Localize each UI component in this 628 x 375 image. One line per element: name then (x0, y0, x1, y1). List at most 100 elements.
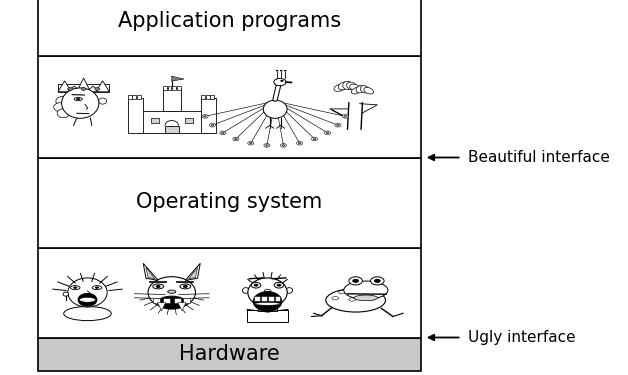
Ellipse shape (222, 132, 224, 134)
Text: Beautiful interface: Beautiful interface (468, 150, 610, 165)
Polygon shape (58, 81, 72, 92)
Bar (38, 248, 421, 338)
Ellipse shape (364, 87, 374, 94)
Ellipse shape (54, 103, 66, 112)
Ellipse shape (284, 70, 287, 72)
Ellipse shape (347, 82, 357, 90)
Ellipse shape (73, 286, 77, 289)
Polygon shape (77, 78, 90, 92)
Bar (174, 298, 181, 303)
Bar (38, 158, 421, 248)
Ellipse shape (313, 138, 316, 140)
Bar (165, 126, 178, 133)
Ellipse shape (352, 279, 359, 283)
Ellipse shape (253, 292, 282, 311)
Bar (185, 118, 193, 123)
Bar (38, 56, 421, 158)
Ellipse shape (234, 138, 237, 140)
Bar (138, 111, 206, 133)
Bar (261, 296, 267, 302)
Ellipse shape (247, 141, 254, 145)
Ellipse shape (344, 116, 347, 117)
Ellipse shape (326, 132, 329, 134)
Ellipse shape (79, 297, 95, 302)
Polygon shape (143, 263, 158, 280)
Polygon shape (67, 86, 81, 92)
Ellipse shape (282, 145, 285, 146)
Polygon shape (189, 267, 198, 279)
Ellipse shape (296, 141, 303, 145)
Bar (201, 99, 216, 133)
Ellipse shape (274, 282, 284, 288)
Ellipse shape (337, 124, 339, 126)
Text: Ugly interface: Ugly interface (468, 330, 575, 345)
Bar (177, 86, 181, 90)
Ellipse shape (277, 284, 281, 286)
Ellipse shape (356, 86, 364, 93)
Polygon shape (172, 76, 184, 81)
Bar (153, 298, 160, 303)
Polygon shape (185, 263, 200, 280)
Bar (127, 95, 132, 99)
Text: Application programs: Application programs (117, 10, 341, 31)
Ellipse shape (334, 84, 345, 92)
Bar (206, 95, 210, 99)
Ellipse shape (286, 288, 293, 293)
Ellipse shape (180, 284, 191, 289)
Ellipse shape (99, 98, 107, 104)
Ellipse shape (369, 297, 376, 300)
Polygon shape (96, 81, 109, 92)
Ellipse shape (280, 70, 283, 72)
Ellipse shape (81, 87, 86, 90)
Ellipse shape (342, 114, 349, 118)
Ellipse shape (374, 279, 381, 283)
Ellipse shape (220, 131, 226, 135)
Bar (168, 86, 171, 90)
Ellipse shape (344, 281, 388, 299)
Ellipse shape (92, 286, 102, 290)
Ellipse shape (332, 297, 338, 300)
Bar (163, 86, 166, 90)
Ellipse shape (274, 78, 286, 86)
Ellipse shape (335, 123, 341, 127)
Bar (137, 95, 141, 99)
Bar (247, 309, 288, 322)
Ellipse shape (233, 137, 239, 141)
Bar (127, 99, 143, 133)
Ellipse shape (158, 296, 186, 309)
Ellipse shape (354, 295, 377, 301)
Ellipse shape (326, 288, 386, 312)
Ellipse shape (68, 278, 107, 307)
Polygon shape (158, 303, 166, 311)
Ellipse shape (266, 145, 268, 146)
Ellipse shape (311, 137, 318, 141)
Ellipse shape (280, 80, 284, 82)
Bar (151, 118, 159, 123)
Polygon shape (87, 86, 100, 92)
Ellipse shape (63, 292, 68, 296)
Ellipse shape (248, 278, 287, 307)
Ellipse shape (148, 277, 195, 308)
Bar (163, 88, 181, 111)
Bar (274, 296, 281, 302)
Ellipse shape (298, 142, 301, 144)
Bar (38, 338, 421, 371)
Bar (268, 296, 274, 302)
Ellipse shape (211, 124, 214, 126)
Ellipse shape (254, 302, 281, 305)
Text: Hardware: Hardware (179, 344, 279, 364)
Ellipse shape (64, 306, 111, 321)
Ellipse shape (183, 285, 188, 288)
Bar (258, 308, 277, 311)
Ellipse shape (325, 131, 330, 135)
Ellipse shape (56, 97, 68, 105)
Ellipse shape (62, 88, 99, 118)
Bar (38, 0, 421, 56)
Bar (254, 296, 260, 302)
Ellipse shape (242, 288, 249, 293)
Ellipse shape (349, 277, 362, 285)
Polygon shape (146, 267, 155, 279)
Ellipse shape (281, 144, 286, 147)
Bar (58, 84, 109, 92)
Ellipse shape (264, 290, 271, 292)
